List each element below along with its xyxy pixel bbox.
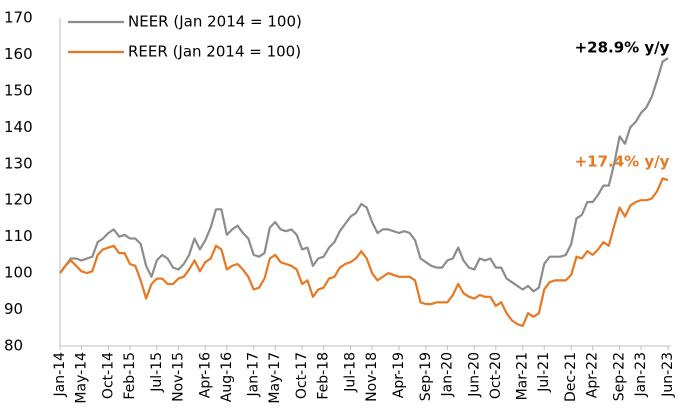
x-tick-label: Oct-14 bbox=[100, 352, 116, 399]
series-line bbox=[59, 177, 669, 328]
x-tick-label: Oct-20 bbox=[488, 352, 504, 399]
x-tick-label: Jan-23 bbox=[633, 352, 649, 397]
y-tick-label: 140 bbox=[4, 118, 33, 136]
x-tick-label: Feb-18 bbox=[316, 352, 332, 400]
x-tick-label: Jul-21 bbox=[536, 352, 552, 393]
x-tick-label: Jun-23 bbox=[660, 352, 676, 398]
x-tick-label: Jul-18 bbox=[343, 352, 359, 393]
y-tick-label: 100 bbox=[4, 264, 33, 282]
x-tick-label: Nov-15 bbox=[170, 352, 186, 402]
y-tick-label: 120 bbox=[4, 191, 33, 209]
x-tick-label: May-14 bbox=[74, 352, 90, 404]
y-tick-label: 110 bbox=[4, 227, 33, 245]
x-tick-label: Jan-20 bbox=[439, 352, 455, 397]
legend-label: NEER (Jan 2014 = 100) bbox=[128, 13, 302, 31]
y-tick-label: 170 bbox=[4, 9, 33, 27]
x-tick-label: Nov-18 bbox=[364, 352, 380, 402]
x-tick-label: Jul-15 bbox=[149, 352, 165, 393]
y-tick-label: 80 bbox=[4, 337, 23, 355]
x-tick-label: Aug-16 bbox=[219, 352, 235, 402]
x-tick-label: Mar-21 bbox=[515, 352, 531, 400]
x-tick-label: Apr-22 bbox=[585, 352, 601, 398]
legend-label: REER (Jan 2014 = 100) bbox=[128, 43, 301, 61]
series-line bbox=[59, 57, 669, 293]
x-tick-label: Jan-17 bbox=[246, 352, 262, 397]
x-tick-label: Oct-17 bbox=[294, 352, 310, 399]
x-tick-label: May-17 bbox=[267, 352, 283, 404]
neer-annotation: +28.9% y/y bbox=[575, 39, 670, 57]
x-tick-label: Sep-22 bbox=[612, 352, 628, 401]
x-tick-label: Apr-16 bbox=[197, 352, 213, 398]
y-tick-label: 150 bbox=[4, 81, 33, 99]
x-tick-label: Dec-21 bbox=[563, 352, 579, 402]
x-tick-label: Feb-15 bbox=[122, 352, 138, 400]
reer-annotation: +17.4% y/y bbox=[575, 153, 670, 171]
x-tick-label: Sep-19 bbox=[418, 352, 434, 401]
x-tick-label: Jun-20 bbox=[466, 352, 482, 398]
x-tick-label: Apr-19 bbox=[391, 352, 407, 398]
y-tick-label: 90 bbox=[4, 300, 23, 318]
x-tick-label: Jan-14 bbox=[52, 352, 68, 398]
y-tick-label: 130 bbox=[4, 154, 33, 172]
y-tick-label: 160 bbox=[4, 45, 33, 63]
